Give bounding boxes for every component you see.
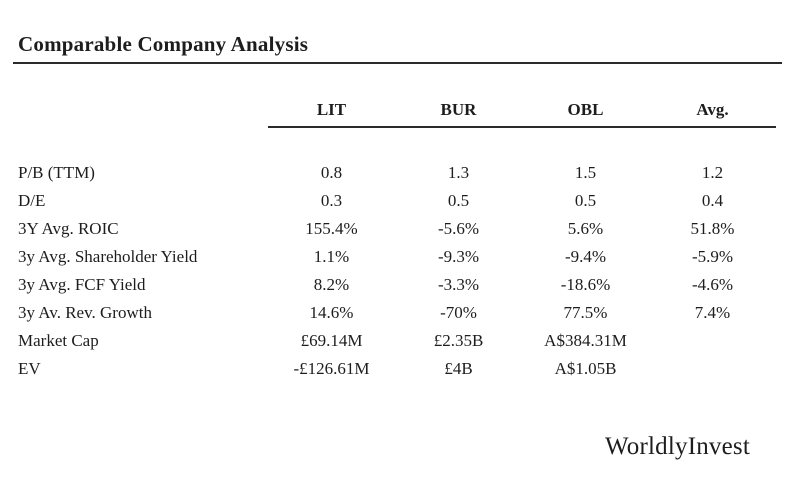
row-label: 3Y Avg. ROIC (18, 219, 119, 238)
table-cell: -3.3% (437, 275, 480, 294)
table-cell: -4.6% (691, 275, 734, 294)
table-cell: 1.5 (574, 163, 597, 182)
column-header-bur: BUR (395, 100, 522, 128)
table-cell (649, 355, 776, 383)
table-cell: -£126.61M (293, 359, 370, 378)
table-cell: 0.5 (447, 191, 470, 210)
column-header-lit: LIT (268, 100, 395, 128)
row-label: 3y Avg. Shareholder Yield (18, 247, 198, 266)
table-cell: 5.6% (567, 219, 604, 238)
table-cell: £4B (444, 359, 473, 378)
table-cell: 51.8% (690, 219, 735, 238)
table-cell (649, 327, 776, 355)
row-label: 3y Avg. FCF Yield (18, 275, 146, 294)
table-cell: £69.14M (300, 331, 363, 350)
table-cell: A$1.05B (554, 359, 617, 378)
header-spacer-cell (18, 100, 268, 128)
table-cell: £2.35B (433, 331, 484, 350)
table-cell: 0.3 (320, 191, 343, 210)
table-cell: -9.3% (437, 247, 480, 266)
table-cell: 1.2 (701, 163, 724, 182)
table-cell: -9.4% (564, 247, 607, 266)
table-cell: -5.6% (437, 219, 480, 238)
table-cell: -5.9% (691, 247, 734, 266)
table-cell: 0.5 (574, 191, 597, 210)
table-cell: 155.4% (305, 219, 358, 238)
table-cell: 8.2% (313, 275, 350, 294)
table-cell: 14.6% (309, 303, 354, 322)
column-header-obl: OBL (522, 100, 649, 128)
row-label: EV (18, 359, 41, 378)
row-label: 3y Av. Rev. Growth (18, 303, 152, 322)
table-cell: 77.5% (563, 303, 608, 322)
row-label: D/E (18, 191, 46, 210)
table-cell: A$384.31M (544, 331, 627, 350)
table-cell: 1.3 (447, 163, 470, 182)
brand-watermark: WorldlyInvest (604, 433, 750, 460)
table-header-row: LIT BUR OBL Avg. (18, 100, 800, 128)
table-cell: 0.4 (701, 191, 724, 210)
table-cell: 0.8 (320, 163, 343, 182)
row-label: Market Cap (18, 331, 99, 350)
column-header-avg: Avg. (649, 100, 776, 128)
row-label: P/B (TTM) (18, 163, 95, 182)
table-cell: 7.4% (694, 303, 731, 322)
title-block: Comparable Company Analysis (13, 32, 782, 64)
page-title: Comparable Company Analysis (18, 32, 309, 56)
table-cell: -70% (440, 303, 477, 322)
table-cell: 1.1% (313, 247, 350, 266)
table-body: P/B (TTM) 0.8 1.3 1.5 1.2 D/E 0.3 0.5 0.… (18, 159, 800, 383)
table-cell: -18.6% (560, 275, 611, 294)
